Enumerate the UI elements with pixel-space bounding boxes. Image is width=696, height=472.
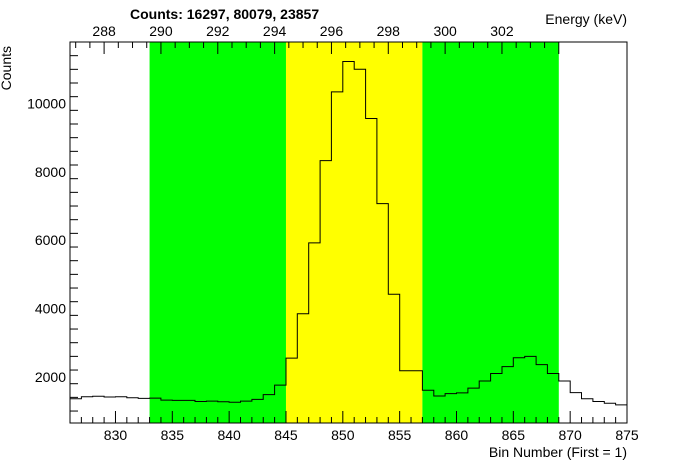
y-axis: 2000 4000 6000 8000 10000 — [27, 41, 78, 412]
x-tick-label: 850 — [331, 427, 355, 443]
top-tick-label: 296 — [320, 23, 344, 39]
top-tick-label: 292 — [206, 23, 230, 39]
top-axis-label: Energy (keV) — [545, 11, 627, 27]
y-axis-label: Counts — [0, 46, 14, 90]
region-background-left — [149, 42, 286, 423]
region-background-right — [422, 42, 559, 423]
x-tick-label: 875 — [615, 427, 639, 443]
top-tick-label: 300 — [433, 23, 457, 39]
region-peak — [285, 42, 423, 423]
y-tick-label: 6000 — [35, 232, 66, 248]
y-tick-label: 4000 — [35, 301, 66, 317]
top-energy-axis: 288 290 292 294 296 298 300 302 — [75, 23, 560, 54]
x-tick-label: 865 — [502, 427, 526, 443]
x-tick-label: 855 — [388, 427, 412, 443]
x-tick-label: 860 — [445, 427, 469, 443]
x-tick-label: 830 — [104, 427, 128, 443]
plot-frame — [69, 41, 628, 424]
top-tick-label: 288 — [92, 23, 116, 39]
x-tick-label: 845 — [274, 427, 298, 443]
x-tick-label: 835 — [161, 427, 185, 443]
top-tick-label: 302 — [490, 23, 514, 39]
top-tick-label: 298 — [377, 23, 401, 39]
histogram-layer — [70, 61, 627, 406]
x-tick-label: 870 — [558, 427, 582, 443]
regions-layer — [149, 42, 559, 423]
chart-title: Counts: 16297, 80079, 23857 — [130, 6, 319, 22]
x-axis-label: Bin Number (First = 1) — [489, 444, 627, 460]
plot-border — [69, 41, 628, 424]
y-tick-label: 2000 — [35, 369, 66, 385]
top-tick-label: 294 — [263, 23, 287, 39]
x-tick-label: 840 — [217, 427, 241, 443]
y-tick-label: 10000 — [27, 96, 66, 112]
x-axis: 830 835 840 845 850 855 860 865 870 875 — [69, 411, 639, 443]
y-tick-label: 8000 — [35, 164, 66, 180]
histogram-line — [70, 61, 627, 406]
top-tick-label: 290 — [149, 23, 173, 39]
